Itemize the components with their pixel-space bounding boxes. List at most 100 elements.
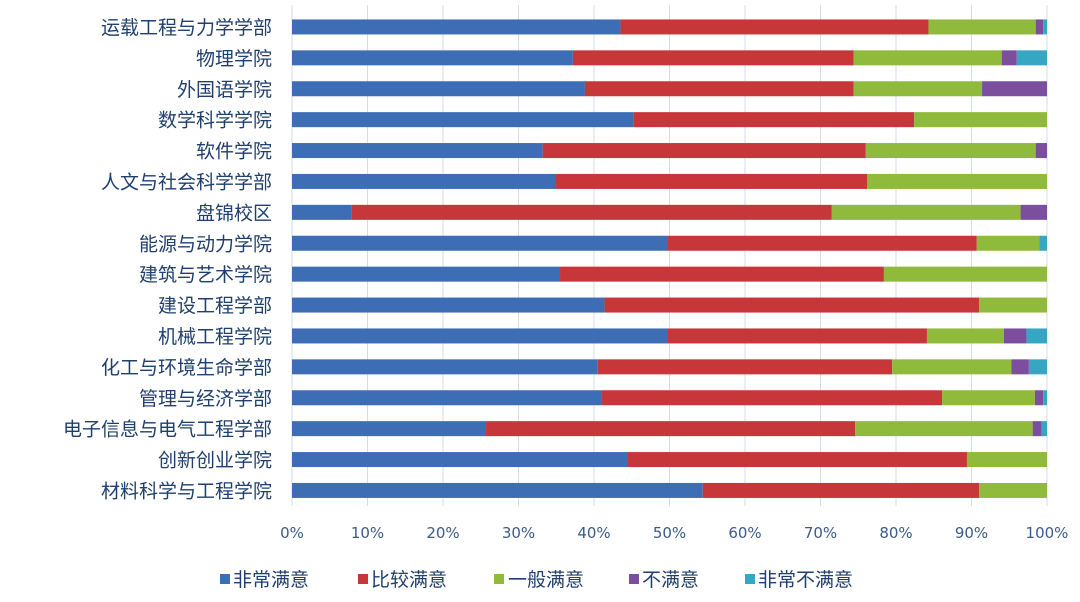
bar-segment [292, 297, 605, 313]
bar-segment [601, 390, 943, 406]
legend: 非常满意 比较满意 一般满意 不满意 非常不满意 [220, 569, 853, 591]
category-labels: 运载工程与力学学部物理学院外国语学院数学科学学院软件学院人文与社会科学学部盘锦校… [63, 17, 272, 503]
x-tick-label: 30% [502, 524, 535, 542]
bar-segment [292, 50, 573, 66]
bar-segment [292, 204, 352, 220]
legend-label: 比较满意 [371, 569, 447, 591]
bar-segment [292, 19, 621, 35]
x-tick-label: 20% [426, 524, 459, 542]
bar-segment [1041, 421, 1047, 437]
bar-segment [892, 359, 1012, 375]
legend-swatch [220, 574, 230, 584]
bar-segment [976, 235, 1040, 251]
x-tick-label: 90% [955, 524, 988, 542]
category-label: 管理与经济学部 [139, 388, 272, 410]
category-label: 化工与环境生命学部 [101, 357, 272, 379]
legend-label: 一般满意 [508, 569, 584, 591]
x-tick-label: 0% [280, 524, 304, 542]
bar-segment [584, 81, 854, 97]
category-label: 建设工程学部 [158, 295, 272, 317]
bar-segment [1028, 359, 1047, 375]
bar-segment [292, 112, 634, 128]
bar-segment [1035, 19, 1044, 35]
bar-segment [1026, 328, 1047, 344]
bar-segment [604, 297, 980, 313]
bar-segment [979, 482, 1047, 498]
bar-segment [292, 235, 668, 251]
bar-segment [853, 81, 983, 97]
bar-segment [292, 173, 556, 189]
legend-swatch [629, 574, 639, 584]
bars [292, 19, 1047, 498]
bar-segment [292, 266, 561, 282]
bar-segment [966, 452, 1047, 468]
x-tick-label: 40% [577, 524, 610, 542]
category-label: 建筑与艺术学院 [139, 264, 272, 286]
category-label: 电子信息与电气工程学部 [63, 419, 272, 441]
category-label: 软件学院 [196, 141, 272, 163]
bar-segment [292, 328, 668, 344]
x-tick-label: 70% [804, 524, 837, 542]
category-label: 物理学院 [196, 48, 272, 70]
bar-segment [853, 50, 1002, 66]
bar-segment [1016, 50, 1047, 66]
bar-segment [1011, 359, 1029, 375]
bar-segment [1001, 50, 1017, 66]
bar-segment [865, 143, 1036, 159]
bar-segment [667, 235, 977, 251]
category-label: 人文与社会科学学部 [101, 171, 272, 193]
bar-segment [883, 266, 1047, 282]
bar-segment [555, 173, 868, 189]
bar-segment [914, 112, 1047, 128]
category-label: 材料科学与工程学院 [101, 480, 272, 502]
x-tick-label: 100% [1026, 524, 1069, 542]
bar-segment [1043, 390, 1047, 406]
bar-segment [351, 204, 832, 220]
bar-segment [667, 328, 927, 344]
bar-segment [292, 421, 487, 437]
category-label: 机械工程学院 [158, 326, 272, 348]
bar-segment [831, 204, 1021, 220]
category-label: 能源与动力学院 [139, 233, 272, 255]
category-label: 数学科学学院 [158, 110, 272, 132]
bar-segment [979, 297, 1047, 313]
bar-segment [542, 143, 866, 159]
bar-segment [855, 421, 1033, 437]
bar-segment [627, 452, 967, 468]
category-label: 外国语学院 [177, 79, 272, 101]
bar-segment [292, 143, 543, 159]
bar-segment [1032, 421, 1042, 437]
bar-segment [620, 19, 929, 35]
bar-segment [928, 19, 1036, 35]
bar-segment [597, 359, 893, 375]
bar-segment [867, 173, 1047, 189]
bar-segment [942, 390, 1035, 406]
legend-swatch [745, 574, 755, 584]
bar-segment [292, 359, 598, 375]
bar-segment [292, 81, 585, 97]
bar-segment [572, 50, 854, 66]
x-axis-ticks: 0% 10% 20% 30% 40% 50% 60% 70% 80% 90% 100% [280, 524, 1068, 542]
bar-segment [1039, 235, 1047, 251]
legend-label: 非常满意 [233, 569, 309, 591]
legend-label: 非常不满意 [758, 569, 853, 591]
legend-swatch [358, 574, 368, 584]
bar-segment [560, 266, 884, 282]
category-label: 运载工程与力学学部 [101, 17, 272, 39]
bar-segment [926, 328, 1004, 344]
legend-swatch [494, 574, 504, 584]
x-tick-label: 60% [728, 524, 761, 542]
bar-segment [292, 482, 703, 498]
x-tick-label: 80% [879, 524, 912, 542]
bar-segment [633, 112, 915, 128]
legend-label: 不满意 [642, 569, 699, 591]
x-tick-label: 10% [351, 524, 384, 542]
bar-segment [486, 421, 856, 437]
bar-segment [982, 81, 1047, 97]
bar-segment [1003, 328, 1027, 344]
x-tick-label: 50% [653, 524, 686, 542]
bar-segment [292, 452, 628, 468]
category-label: 盘锦校区 [196, 202, 272, 224]
bar-segment [702, 482, 980, 498]
